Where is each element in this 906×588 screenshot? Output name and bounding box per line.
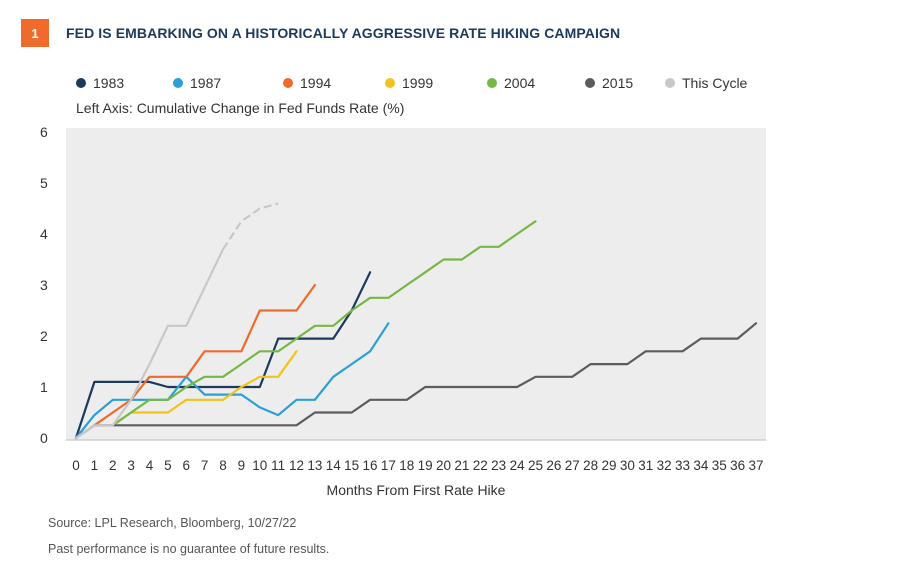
x-tick-label: 6 bbox=[183, 458, 191, 473]
legend-swatch bbox=[665, 78, 675, 88]
series-line-2015 bbox=[74, 322, 758, 440]
x-tick-label: 22 bbox=[473, 458, 488, 473]
x-tick-label: 19 bbox=[418, 458, 433, 473]
legend-swatch bbox=[283, 78, 293, 88]
x-tick-label: 25 bbox=[528, 458, 543, 473]
legend-item: 2004 bbox=[487, 75, 585, 91]
x-tick-label: 7 bbox=[201, 458, 209, 473]
legend-item: This Cycle bbox=[665, 75, 765, 91]
legend-swatch bbox=[585, 78, 595, 88]
x-tick-label: 24 bbox=[510, 458, 526, 473]
x-tick-label: 10 bbox=[252, 458, 267, 473]
y-tick-label: 0 bbox=[40, 430, 48, 446]
y-tick-label: 4 bbox=[40, 226, 48, 242]
x-axis-label: Months From First Rate Hike bbox=[327, 482, 506, 498]
legend-swatch bbox=[487, 78, 497, 88]
x-tick-label: 29 bbox=[601, 458, 616, 473]
x-tick-label: 9 bbox=[238, 458, 246, 473]
series-line-this-cycle-projected bbox=[222, 202, 279, 250]
series-line-this-cycle bbox=[74, 248, 225, 440]
x-tick-label: 30 bbox=[620, 458, 635, 473]
legend-swatch bbox=[173, 78, 183, 88]
x-tick-label: 13 bbox=[307, 458, 322, 473]
x-tick-label: 15 bbox=[344, 458, 359, 473]
x-tick-label: 31 bbox=[638, 458, 653, 473]
x-tick-label: 33 bbox=[675, 458, 690, 473]
x-tick-label: 32 bbox=[657, 458, 672, 473]
legend-label: 1994 bbox=[300, 75, 332, 91]
x-tick-label: 3 bbox=[127, 458, 135, 473]
y-tick-label: 3 bbox=[40, 277, 48, 293]
x-tick-label: 20 bbox=[436, 458, 451, 473]
x-tick-label: 35 bbox=[712, 458, 727, 473]
series-line-1999 bbox=[111, 350, 298, 427]
legend-label: This Cycle bbox=[682, 75, 748, 91]
legend-swatch bbox=[76, 78, 86, 88]
x-tick-label: 23 bbox=[491, 458, 506, 473]
y-tick-label: 1 bbox=[40, 379, 48, 395]
chart-title: FED IS EMBARKING ON A HISTORICALLY AGGRE… bbox=[66, 25, 621, 41]
x-tick-label: 8 bbox=[219, 458, 227, 473]
x-tick-label: 4 bbox=[146, 458, 154, 473]
x-tick-label: 12 bbox=[289, 458, 304, 473]
figure-number-badge: 1 bbox=[21, 19, 49, 47]
x-tick-label: 2 bbox=[109, 458, 117, 473]
x-tick-label: 28 bbox=[583, 458, 598, 473]
legend-item: 1983 bbox=[76, 75, 173, 91]
x-tick-label: 14 bbox=[326, 458, 342, 473]
x-tick-label: 1 bbox=[91, 458, 99, 473]
legend-label: 1987 bbox=[190, 75, 222, 91]
x-tick-label: 17 bbox=[381, 458, 396, 473]
legend-label: 2004 bbox=[504, 75, 536, 91]
x-tick-label: 26 bbox=[546, 458, 561, 473]
legend-label: 1983 bbox=[93, 75, 125, 91]
x-tick-label: 36 bbox=[730, 458, 745, 473]
source-note: Source: LPL Research, Bloomberg, 10/27/2… bbox=[48, 516, 297, 530]
x-tick-label: 34 bbox=[693, 458, 709, 473]
y-tick-label: 6 bbox=[40, 124, 48, 140]
legend-swatch bbox=[385, 78, 395, 88]
legend-label: 2015 bbox=[602, 75, 634, 91]
legend-label: 1999 bbox=[402, 75, 434, 91]
x-tick-label: 27 bbox=[565, 458, 580, 473]
x-tick-label: 5 bbox=[164, 458, 172, 473]
x-tick-label: 37 bbox=[748, 458, 763, 473]
series-line-2004 bbox=[111, 220, 537, 427]
y-tick-label: 2 bbox=[40, 328, 48, 344]
x-tick-label: 21 bbox=[454, 458, 469, 473]
disclaimer: Past performance is no guarantee of futu… bbox=[48, 542, 330, 556]
legend-item: 1999 bbox=[385, 75, 487, 91]
x-tick-label: 0 bbox=[72, 458, 80, 473]
legend-item: 2015 bbox=[585, 75, 665, 91]
legend-item: 1987 bbox=[173, 75, 283, 91]
x-tick-label: 18 bbox=[399, 458, 414, 473]
x-tick-label: 11 bbox=[271, 458, 285, 473]
y-tick-label: 5 bbox=[40, 175, 48, 191]
chart-legend: 1983 1987 1994 1999 2004 2015 This Cycle bbox=[76, 75, 765, 91]
legend-item: 1994 bbox=[283, 75, 385, 91]
x-tick-label: 16 bbox=[363, 458, 378, 473]
y-axis-note: Left Axis: Cumulative Change in Fed Fund… bbox=[76, 100, 405, 116]
